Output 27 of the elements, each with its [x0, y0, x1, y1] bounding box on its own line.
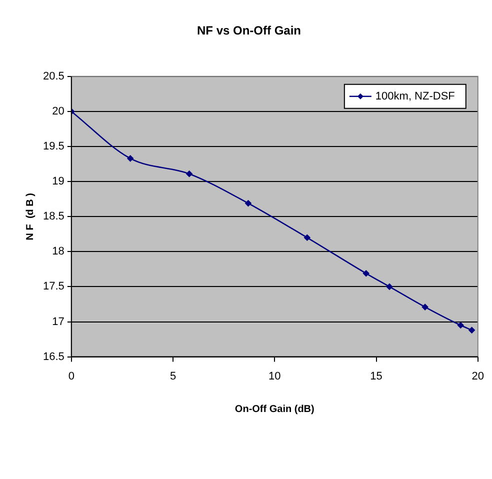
- point: [422, 304, 428, 310]
- x-tick-label: 0: [68, 370, 74, 382]
- point: [304, 234, 310, 241]
- point: [127, 155, 134, 162]
- y-tick-label: 19: [52, 176, 64, 188]
- legend-label: 100km, NZ-DSF: [375, 90, 456, 102]
- y-tick-label: 16.5: [42, 350, 64, 363]
- y-tick-label: 18.5: [42, 210, 64, 223]
- point: [186, 170, 192, 177]
- x-tick-label: 20: [472, 370, 484, 382]
- y-tick-label: 20.5: [42, 70, 64, 82]
- y-tick-label: 20: [52, 105, 64, 118]
- y-axis-title: N F (d B ): [24, 192, 36, 240]
- point: [468, 327, 475, 334]
- point: [245, 200, 252, 206]
- point: [362, 270, 370, 277]
- x-tick-label: 15: [370, 370, 382, 382]
- y-tick-label: 17.5: [42, 280, 64, 293]
- x-tick-label: 10: [268, 370, 281, 382]
- x-axis-title: On-Off Gain (dB): [234, 404, 314, 415]
- y-tick-label: 17: [52, 316, 64, 328]
- chart-title: NF vs On-Off Gain: [196, 24, 302, 38]
- y-tick-label: 19.5: [42, 140, 64, 153]
- y-tick-label: 18: [52, 246, 64, 258]
- x-tick-label: 5: [170, 370, 176, 382]
- point: [457, 322, 464, 328]
- point: [386, 284, 393, 290]
